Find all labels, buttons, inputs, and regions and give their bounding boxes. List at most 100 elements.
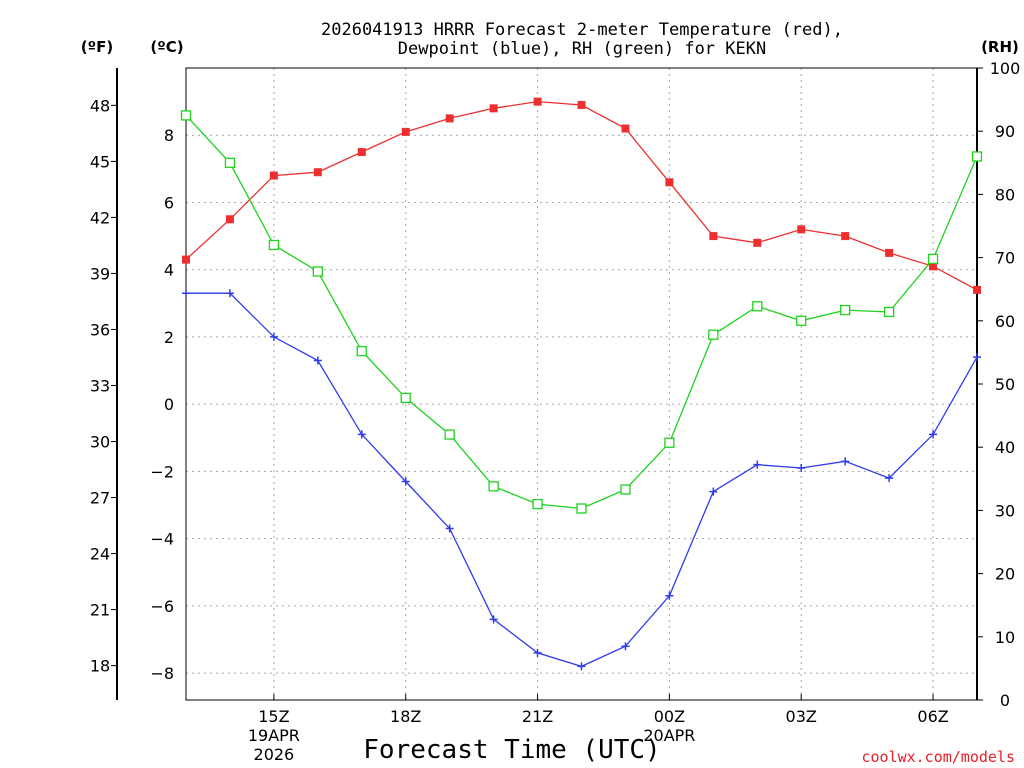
temperature-point: [973, 285, 981, 294]
time-tick-label: 06Z: [917, 707, 948, 726]
dewpoint-point: [313, 356, 322, 365]
celsius-tick-label: −8: [150, 664, 174, 683]
date-tick-label: 20APR: [643, 726, 695, 745]
data-series: [180, 97, 983, 671]
temperature-point: [885, 248, 894, 257]
rh-point: [971, 151, 983, 162]
dewpoint-point: [665, 591, 674, 600]
rh-tick-label: 60: [995, 312, 1015, 331]
temperature-point: [577, 100, 586, 109]
plot-frame: [185, 67, 978, 701]
dewpoint-point: [753, 460, 762, 469]
celsius-tick-label: −2: [150, 462, 174, 481]
rh-tick-label: 80: [995, 185, 1015, 204]
celsius-tick-label: 4: [164, 261, 174, 280]
time-tick-label: 00Z: [654, 707, 685, 726]
temperature-line: [185, 100, 978, 291]
temperature-point: [621, 124, 630, 133]
rh-tick-label: 30: [995, 501, 1015, 520]
rh-tick-label: 70: [995, 249, 1015, 268]
dewpoint-point: [709, 487, 718, 496]
fahrenheit-tick-label: 45: [90, 152, 110, 171]
rh-tick-label: 20: [995, 565, 1015, 584]
fahrenheit-tick-label: 30: [90, 433, 110, 452]
celsius-tick-label: 6: [164, 193, 174, 212]
celsius-tick-label: −6: [150, 597, 174, 616]
chart-title-line-2: Dewpoint (blue), RH (green) for KEKN: [398, 39, 766, 59]
fahrenheit-tick-label: 21: [90, 601, 110, 620]
dewpoint-point: [533, 648, 542, 657]
dewpoint-point: [841, 457, 850, 466]
celsius-tick-label: 2: [164, 328, 174, 347]
y-axis-ticks: −8−6−4−202468182124273033363942454801020…: [90, 59, 1020, 710]
celsius-tick-label: 0: [164, 395, 174, 414]
fahrenheit-tick-label: 42: [90, 208, 110, 227]
temperature-point: [709, 232, 718, 241]
time-tick-label: 18Z: [390, 707, 421, 726]
rh-point: [883, 306, 895, 318]
time-tick-label: 15Z: [258, 707, 289, 726]
rh-point: [664, 437, 675, 448]
rh-point: [620, 484, 631, 495]
dewpoint-point: [621, 642, 630, 651]
rh-tick-label: 100: [990, 59, 1021, 78]
temperature-point: [533, 97, 542, 106]
fahrenheit-tick-label: 39: [90, 264, 110, 283]
rh-point: [356, 345, 367, 357]
dewpoint-line: [186, 292, 978, 668]
date-tick-label: 19APR: [248, 726, 300, 745]
temperature-point: [841, 232, 850, 241]
temperature-point: [445, 114, 454, 123]
temperature-point: [313, 168, 322, 177]
rh-tick-label: 40: [995, 438, 1015, 457]
fahrenheit-tick-label: 36: [90, 320, 110, 339]
rh-point: [268, 239, 280, 251]
temperature-point: [489, 104, 498, 113]
x-axis-label: Forecast Time (UTC): [363, 735, 660, 765]
dewpoint-point: [182, 289, 190, 298]
rh-point: [927, 253, 939, 265]
dewpoint-point: [225, 289, 234, 298]
rh-line: [185, 114, 978, 510]
rh-tick-label: 10: [995, 628, 1015, 647]
rh-tick-label: 0: [1000, 691, 1010, 710]
fahrenheit-tick-label: 24: [90, 545, 110, 564]
rh-tick-label: 50: [995, 375, 1015, 394]
temperature-point: [753, 238, 762, 247]
rh-unit-label: (RH): [981, 38, 1019, 56]
celsius-tick-label: 8: [164, 126, 174, 145]
year-tick-label: 2026: [254, 745, 295, 764]
rh-point: [532, 498, 543, 510]
temperature-point: [929, 262, 938, 271]
temperature-point: [357, 148, 366, 157]
temperature-point: [401, 127, 410, 136]
dewpoint-point: [577, 662, 586, 671]
fahrenheit-tick-label: 18: [90, 657, 110, 676]
time-tick-label: 03Z: [786, 707, 817, 726]
temperature-point: [182, 255, 190, 264]
rh-point: [444, 429, 455, 440]
dewpoint-point: [489, 615, 498, 624]
rh-point: [224, 157, 236, 168]
rh-point: [576, 503, 587, 514]
dewpoint-point: [885, 474, 894, 483]
dewpoint-point: [797, 464, 806, 473]
dewpoint-point: [357, 430, 366, 439]
dewpoint-point: [973, 353, 981, 362]
dewpoint-point: [269, 332, 278, 341]
dewpoint-point: [929, 430, 938, 439]
dewpoint-point: [445, 524, 454, 533]
dewpoint-point: [401, 477, 410, 486]
rh-point: [752, 301, 763, 312]
rh-point: [840, 304, 851, 316]
grid-lines: [186, 68, 977, 700]
rh-point: [400, 392, 411, 404]
rh-point: [796, 315, 807, 326]
fahrenheit-tick-label: 48: [90, 96, 110, 115]
rh-tick-label: 90: [995, 122, 1015, 141]
fahrenheit-unit-label: (ºF): [81, 38, 113, 56]
fahrenheit-tick-label: 33: [90, 376, 110, 395]
site-credit: coolwx.com/models: [861, 748, 1015, 766]
